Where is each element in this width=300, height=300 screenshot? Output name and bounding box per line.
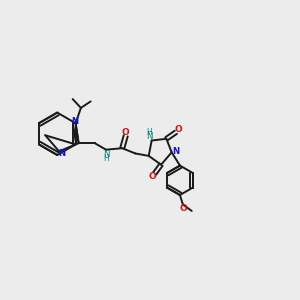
Text: H: H — [146, 128, 152, 137]
Text: O: O — [179, 204, 187, 213]
Text: O: O — [175, 125, 182, 134]
Text: N: N — [146, 132, 153, 141]
Text: N: N — [58, 149, 65, 158]
Text: O: O — [148, 172, 156, 181]
Text: N: N — [71, 117, 78, 126]
Text: O: O — [122, 128, 130, 136]
Text: N: N — [172, 147, 179, 156]
Text: N: N — [103, 150, 109, 159]
Text: H: H — [103, 154, 109, 163]
